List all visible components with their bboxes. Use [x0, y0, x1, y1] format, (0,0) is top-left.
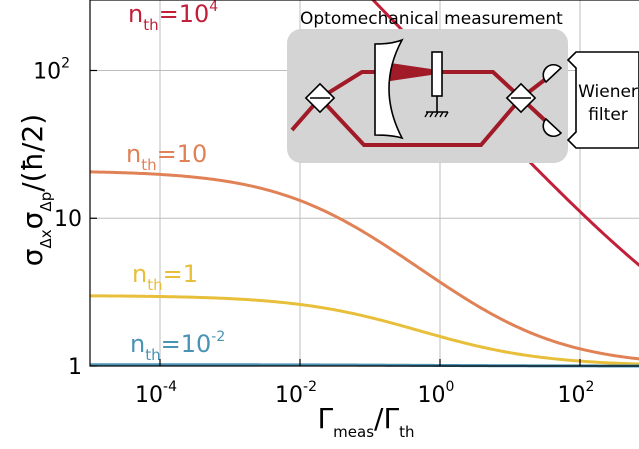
series-label-3: nth=10-2: [130, 329, 225, 364]
beam-upper-left: [290, 70, 384, 132]
series-label-2: nth=1: [132, 260, 198, 294]
series-label-1: nth=10: [126, 140, 207, 174]
y-label-sub-x: Δx: [37, 229, 55, 248]
ground-icon: [424, 111, 449, 118]
inset-title: Optomechanical measurement: [300, 9, 563, 29]
cavity-mirror: [374, 38, 404, 140]
x-label-gamma-meas: Γ: [318, 402, 334, 435]
y-label-rest: /(ħ/2): [16, 114, 49, 192]
series-line-2: [89, 294, 639, 366]
x-label-sub-th: th: [399, 423, 414, 441]
x-tick-label-3: 102: [558, 379, 595, 408]
inset-schematic: Optomechanical measurement: [287, 9, 639, 163]
beam-paths: [290, 70, 553, 147]
beam-lower: [318, 96, 523, 147]
y-tick-label-1: 10: [54, 207, 82, 232]
beam-upper-mid: [435, 70, 523, 100]
wiener-filter-line2: filter: [588, 105, 628, 125]
wiener-filter-line1: Wiener: [578, 82, 638, 102]
x-label-sub-meas: meas: [333, 423, 374, 441]
plot-frame: [89, 0, 639, 367]
wiener-filter-box: [566, 51, 639, 149]
x-axis-label: Γmeas/Γth: [318, 402, 415, 441]
inset-background: [287, 29, 568, 163]
cavity-beam: [384, 62, 438, 82]
x-tick-label-2: 100: [418, 379, 455, 408]
y-tick-label-0: 1: [68, 355, 82, 380]
x-label-gamma-th: Γ: [383, 402, 399, 435]
series-label-0: nth=104: [128, 0, 218, 34]
series-line-0: [371, 0, 639, 267]
curve-labels: nth=104 nth=10 nth=1 nth=10-2: [126, 0, 225, 364]
x-label-slash: /: [374, 402, 384, 435]
beam-splitter-right: [505, 82, 537, 114]
beam-splitter-left: [304, 82, 336, 114]
detector-bottom-icon: [542, 117, 563, 138]
y-tick-label-2: 102: [33, 55, 70, 84]
detector-top-icon: [542, 63, 563, 84]
axis-ticks: 10-4 10-2 100 102 1 10 102: [33, 55, 594, 408]
y-axis-label: σΔxσΔp/(ħ/2): [16, 114, 55, 266]
mechanical-oscillator: [431, 51, 443, 97]
x-tick-label-0: 10-4: [135, 379, 177, 408]
y-label-sigma-p: σ: [16, 212, 49, 230]
x-tick-label-1: 10-2: [275, 379, 317, 408]
series-line-1: [89, 170, 639, 361]
y-label-sub-p: Δp: [37, 192, 55, 212]
y-label-sigma-x: σ: [16, 248, 49, 266]
